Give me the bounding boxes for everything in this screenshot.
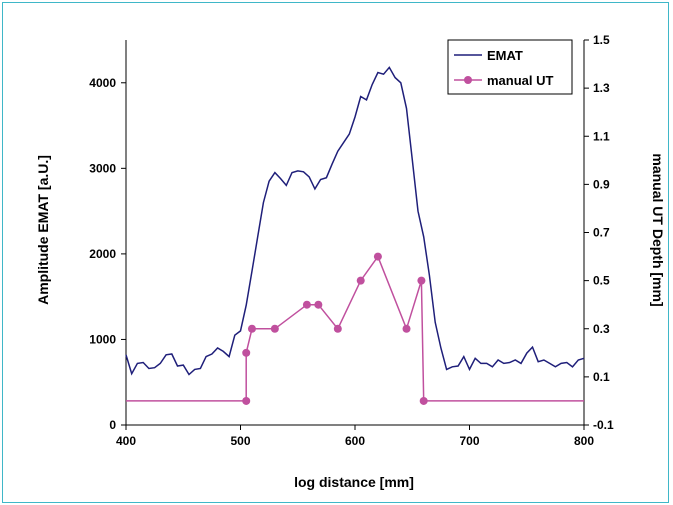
legend: EMAT manual UT [447, 39, 573, 95]
y-axis-right-title: manual UT Depth [mm] [650, 153, 666, 306]
manual-ut-point [333, 324, 342, 333]
y-right-tick-label: 0.9 [593, 177, 610, 191]
manual-ut-point [302, 300, 311, 309]
y-right-tick-label: 0.1 [593, 370, 610, 384]
legend-emat-label: EMAT [487, 48, 523, 63]
x-tick-label: 600 [345, 434, 365, 448]
manual-ut-point [419, 396, 428, 405]
legend-manual-ut-marker [464, 76, 472, 84]
y-left-tick-label: 1000 [89, 332, 116, 346]
x-tick-label: 400 [116, 434, 136, 448]
series-layer [125, 66, 585, 405]
manual-ut-point [242, 348, 251, 357]
x-tick-label: 800 [574, 434, 594, 448]
x-tick-label: 700 [459, 434, 479, 448]
y-right-tick-label: 1.3 [593, 81, 610, 95]
y-left-tick-label: 2000 [89, 247, 116, 261]
y-left-tick-label: 4000 [89, 76, 116, 90]
y-right-tick-label: 0.3 [593, 322, 610, 336]
manual-ut-point [402, 324, 411, 333]
manual-ut-point [373, 252, 382, 261]
manual-ut-point [247, 324, 256, 333]
series-line-emat [125, 66, 585, 376]
y-right-tick-label: 0.7 [593, 226, 610, 240]
legend-box [447, 39, 573, 95]
y-right-tick-label: 0.5 [593, 274, 610, 288]
manual-ut-point [356, 276, 365, 285]
y-right-tick-label: 1.1 [593, 129, 610, 143]
manual-ut-point [270, 324, 279, 333]
axes: 400 500 600 700 800 0 1000 2000 3000 4000 -0.1 0.1 0… [89, 33, 614, 448]
x-tick-label: 500 [230, 434, 250, 448]
y-right-tick-label: 1.5 [593, 33, 610, 47]
x-axis-title: log distance [mm] [294, 474, 414, 490]
manual-ut-point [242, 396, 251, 405]
y-left-tick-label: 0 [109, 418, 116, 432]
y-axis-left-title: Amplitude EMAT [a.U.] [35, 155, 51, 305]
manual-ut-point [314, 300, 323, 309]
series-line-manual-ut [126, 255, 584, 402]
manual-ut-point [417, 276, 426, 285]
y-right-tick-label: -0.1 [593, 418, 614, 432]
legend-manual-ut-label: manual UT [487, 73, 554, 88]
y-left-tick-label: 3000 [89, 161, 116, 175]
